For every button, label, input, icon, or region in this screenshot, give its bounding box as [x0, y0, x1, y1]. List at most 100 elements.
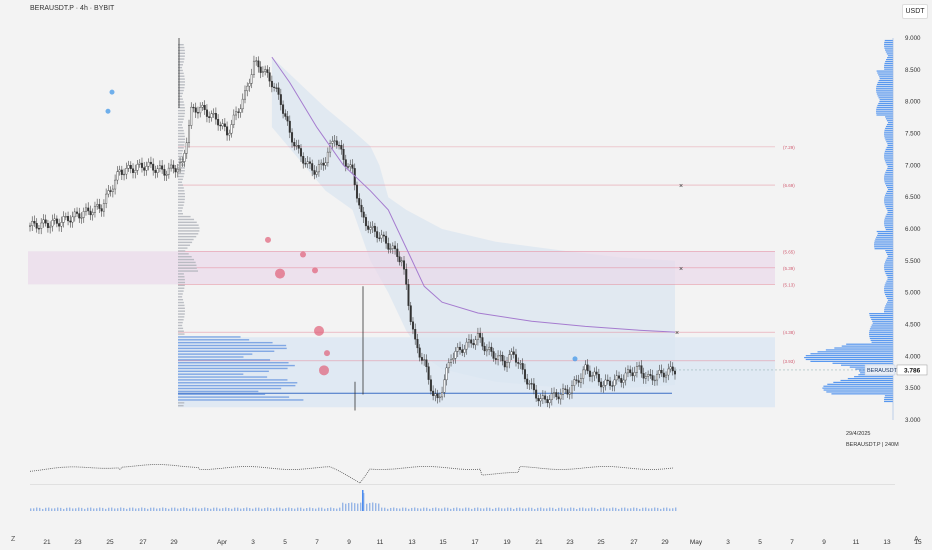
candle-body: [638, 365, 641, 367]
volume-bar: [111, 507, 113, 511]
indicator-lines-layer: [30, 56, 895, 485]
volume-bar: [318, 507, 320, 511]
volume-bar: [477, 507, 479, 511]
volume-bar: [177, 508, 179, 511]
volume-bar: [612, 507, 614, 511]
right-profile-bar: [884, 198, 893, 200]
candle-body: [277, 87, 280, 95]
right-profile-bar: [885, 282, 893, 284]
candle-body: [570, 385, 573, 394]
right-profile-bar: [884, 221, 893, 223]
candle-body: [452, 358, 455, 361]
x-tick-label: 3: [251, 539, 255, 546]
x-tick-label: 21: [43, 539, 51, 546]
left-profile-bar-20: [178, 347, 287, 350]
volume-bar: [366, 503, 368, 511]
volume-bar: [204, 507, 206, 511]
y-tick-label: 4.500: [905, 322, 921, 329]
volume-bar: [288, 507, 290, 511]
candle-body: [403, 260, 406, 270]
left-profile-bar-5: [178, 390, 259, 393]
candle-body: [338, 144, 341, 147]
right-profile-bar: [876, 85, 893, 87]
candle-body: [53, 218, 56, 221]
volume-bar: [186, 507, 188, 511]
left-profile-bar-65: [178, 218, 195, 221]
candle-body: [241, 98, 244, 110]
candle-body: [443, 379, 446, 393]
right-profile-bar: [884, 133, 893, 135]
candle-body: [429, 379, 432, 392]
volume-bar: [360, 502, 362, 511]
volume-bar: [234, 507, 236, 511]
volume-bar: [675, 507, 677, 511]
volume-bar: [642, 507, 644, 511]
right-profile-bar: [874, 248, 893, 250]
left-profile-bar-121: [178, 58, 185, 60]
left-profile-bar-31: [178, 316, 185, 318]
currency-button[interactable]: USDT: [902, 4, 928, 19]
candle-body: [400, 260, 403, 263]
last-price-label: 3.786: [904, 367, 921, 374]
left-profile-bar-21: [178, 344, 287, 347]
candle-body: [467, 339, 470, 343]
volume-bar: [663, 507, 665, 511]
candle-body: [355, 184, 358, 199]
candle-body: [367, 225, 370, 230]
candle-body: [156, 168, 159, 173]
volume-bar: [285, 508, 287, 511]
right-profile-bar: [884, 131, 893, 133]
left-profile-bar-72: [178, 198, 185, 201]
right-profile-bar: [885, 215, 893, 217]
candle-body: [320, 162, 323, 165]
volume-bar: [165, 507, 167, 511]
left-profile-bar-71: [178, 201, 185, 203]
volume-bar: [69, 507, 71, 511]
left-profile-bar-107: [178, 98, 183, 100]
volume-bar: [216, 507, 218, 511]
right-profile-bar: [884, 290, 893, 292]
candle-body: [96, 204, 99, 207]
volume-bar: [132, 507, 134, 511]
left-profile-bar-124: [178, 49, 185, 52]
sell-signal-bubble: [314, 325, 324, 336]
right-profile-bar: [887, 299, 893, 301]
trend-band: [271, 57, 675, 389]
volume-bar: [501, 508, 503, 511]
volume-bar: [90, 507, 92, 511]
left-profile-bar-11: [178, 373, 244, 375]
left-profile-bar-36: [178, 301, 184, 304]
right-profile-bar: [876, 87, 893, 89]
zoom-button[interactable]: Z: [11, 536, 16, 543]
volume-bar: [372, 502, 374, 511]
candle-body: [134, 170, 137, 173]
candle-body: [172, 164, 175, 169]
left-profile-bar-82: [178, 170, 185, 172]
volume-bar: [144, 507, 146, 511]
right-profile-bar: [887, 165, 893, 168]
volume-bar: [522, 508, 524, 511]
volume-bar: [120, 507, 122, 511]
candle-body: [291, 132, 294, 143]
right-profile-bar: [871, 318, 893, 320]
candle-body: [640, 365, 643, 374]
candle-body: [273, 86, 276, 88]
candle-body: [304, 163, 307, 165]
candle-body: [219, 124, 222, 127]
right-profile-bar: [884, 288, 893, 290]
chart-title: BERAUSDT.P · 4h · BYBIT: [30, 5, 115, 12]
volume-bar: [306, 508, 308, 511]
right-profile-bar: [876, 230, 893, 233]
left-profile-bar-112: [178, 84, 185, 86]
right-profile-bar: [810, 353, 893, 355]
candle-body: [125, 168, 128, 175]
candle-body: [360, 204, 363, 213]
right-profile-bar: [885, 194, 893, 196]
volume-bar: [270, 508, 272, 511]
left-profile-bar-78: [178, 181, 183, 183]
candle-body: [553, 392, 556, 394]
x-tick-label: 3: [726, 539, 730, 546]
auto-scale-button[interactable]: A: [914, 536, 919, 543]
volume-bar: [576, 508, 578, 511]
